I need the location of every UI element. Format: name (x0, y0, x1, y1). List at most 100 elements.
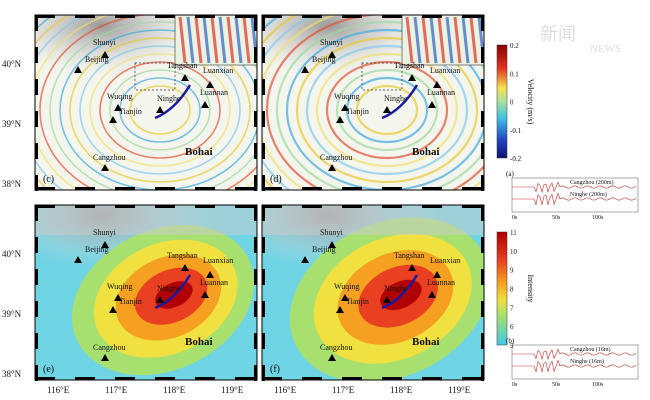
frame-tick (254, 269, 257, 285)
city-marker (428, 291, 436, 298)
frame-tick (462, 15, 482, 18)
wave-front (69, 37, 251, 183)
frame-tick (35, 205, 38, 221)
frame-tick (422, 377, 442, 380)
panel-label: (c) (43, 174, 54, 185)
time-tick: 0s (512, 382, 518, 388)
frame-tick (115, 15, 135, 18)
frame (261, 204, 485, 381)
city-marker (433, 81, 441, 88)
frame-tick (35, 175, 38, 191)
frame-tick (254, 237, 257, 253)
fault-line (154, 274, 192, 310)
city-label: Shunyi (93, 38, 116, 47)
frame-tick (262, 143, 265, 159)
frame-tick (254, 333, 257, 349)
colorbar (496, 44, 508, 159)
panel-label: (e) (43, 364, 54, 375)
lat-label: 40°N (2, 249, 22, 259)
lat-label: 38°N (2, 369, 22, 379)
lat-label: 39°N (2, 309, 22, 319)
city-marker (201, 101, 209, 108)
frame-tick (35, 377, 55, 380)
frame-tick (254, 111, 257, 127)
wave-front (355, 84, 419, 136)
frame-tick (382, 187, 402, 190)
frame (261, 14, 485, 191)
frame-tick (481, 269, 484, 285)
frame-tick (262, 205, 282, 208)
city-label: Tianjin (119, 107, 142, 116)
sea-label: Bohai (185, 146, 213, 158)
frame-tick (155, 15, 175, 18)
city-label: Luanxian (203, 256, 233, 265)
frame-tick (481, 79, 484, 95)
city-marker (74, 256, 82, 263)
inset-wave (194, 16, 203, 64)
wave-front (285, 28, 484, 190)
watermark: NEWS (590, 43, 621, 55)
frame-tick (262, 111, 265, 127)
colorbar (496, 231, 508, 346)
lat-label: 38°N (2, 179, 22, 189)
frame-tick (262, 47, 265, 63)
frame-tick (422, 205, 442, 208)
panel-label: (d) (270, 174, 282, 185)
frame-tick (254, 175, 257, 191)
fault-line (381, 84, 419, 120)
inset-wave (413, 16, 422, 64)
wave-front (129, 85, 191, 135)
city-label: Wuqing (107, 282, 132, 291)
waveform (512, 181, 637, 194)
frame-tick (155, 187, 175, 190)
frame-tick (481, 365, 484, 381)
city-label: Ninghe (157, 284, 181, 293)
frame-tick (262, 15, 265, 31)
city-marker (114, 294, 122, 301)
frame-tick (75, 15, 95, 18)
city-marker (109, 306, 117, 313)
trace-label: Ninghe (16m) (570, 358, 604, 365)
city-marker (181, 74, 189, 81)
frame-tick (462, 377, 482, 380)
frame-tick (302, 377, 322, 380)
frame-tick (35, 301, 38, 317)
inset-wave (234, 16, 243, 64)
frame-tick (35, 111, 38, 127)
trace-label: Cangzhou (200m) (570, 179, 614, 186)
frame-tick (481, 111, 484, 127)
city-marker (109, 116, 117, 123)
colorbar-tick: 11 (510, 229, 517, 237)
city-label: Shunyi (93, 228, 116, 237)
colorbar-tick: 9 (510, 267, 514, 275)
frame-tick (262, 365, 265, 381)
colorbar-tick: -0.1 (510, 127, 522, 135)
frame-tick (35, 79, 38, 95)
frame-tick (382, 377, 402, 380)
lon-label: 119°E (221, 385, 244, 395)
map-panel: Beijing Shunyi Tangshan Luanxian Wuqing Ningh… (2, 204, 258, 395)
frame-tick (195, 377, 215, 380)
map-body (35, 15, 257, 190)
city-label: Wuqing (107, 92, 132, 101)
inset-wave (461, 16, 470, 64)
wave-front (89, 53, 231, 167)
sea-label: Bohai (185, 336, 213, 348)
city-label: Luannan (427, 278, 455, 287)
lon-label: 116°E (47, 385, 70, 395)
frame-tick (35, 47, 38, 63)
wave-front (99, 61, 221, 159)
frame-tick (342, 377, 362, 380)
city-marker (328, 164, 336, 171)
frame-tick (262, 269, 265, 285)
frame-tick (35, 143, 38, 159)
frame-tick (481, 237, 484, 253)
frame-tick (262, 79, 265, 95)
frame-tick (382, 15, 402, 18)
colorbar-tick: 6 (510, 323, 514, 331)
colorbar-tick: 0.1 (510, 70, 519, 78)
wave-front (79, 45, 241, 175)
city-label: Ninghe (384, 284, 408, 293)
panel-label: (f) (270, 364, 280, 375)
